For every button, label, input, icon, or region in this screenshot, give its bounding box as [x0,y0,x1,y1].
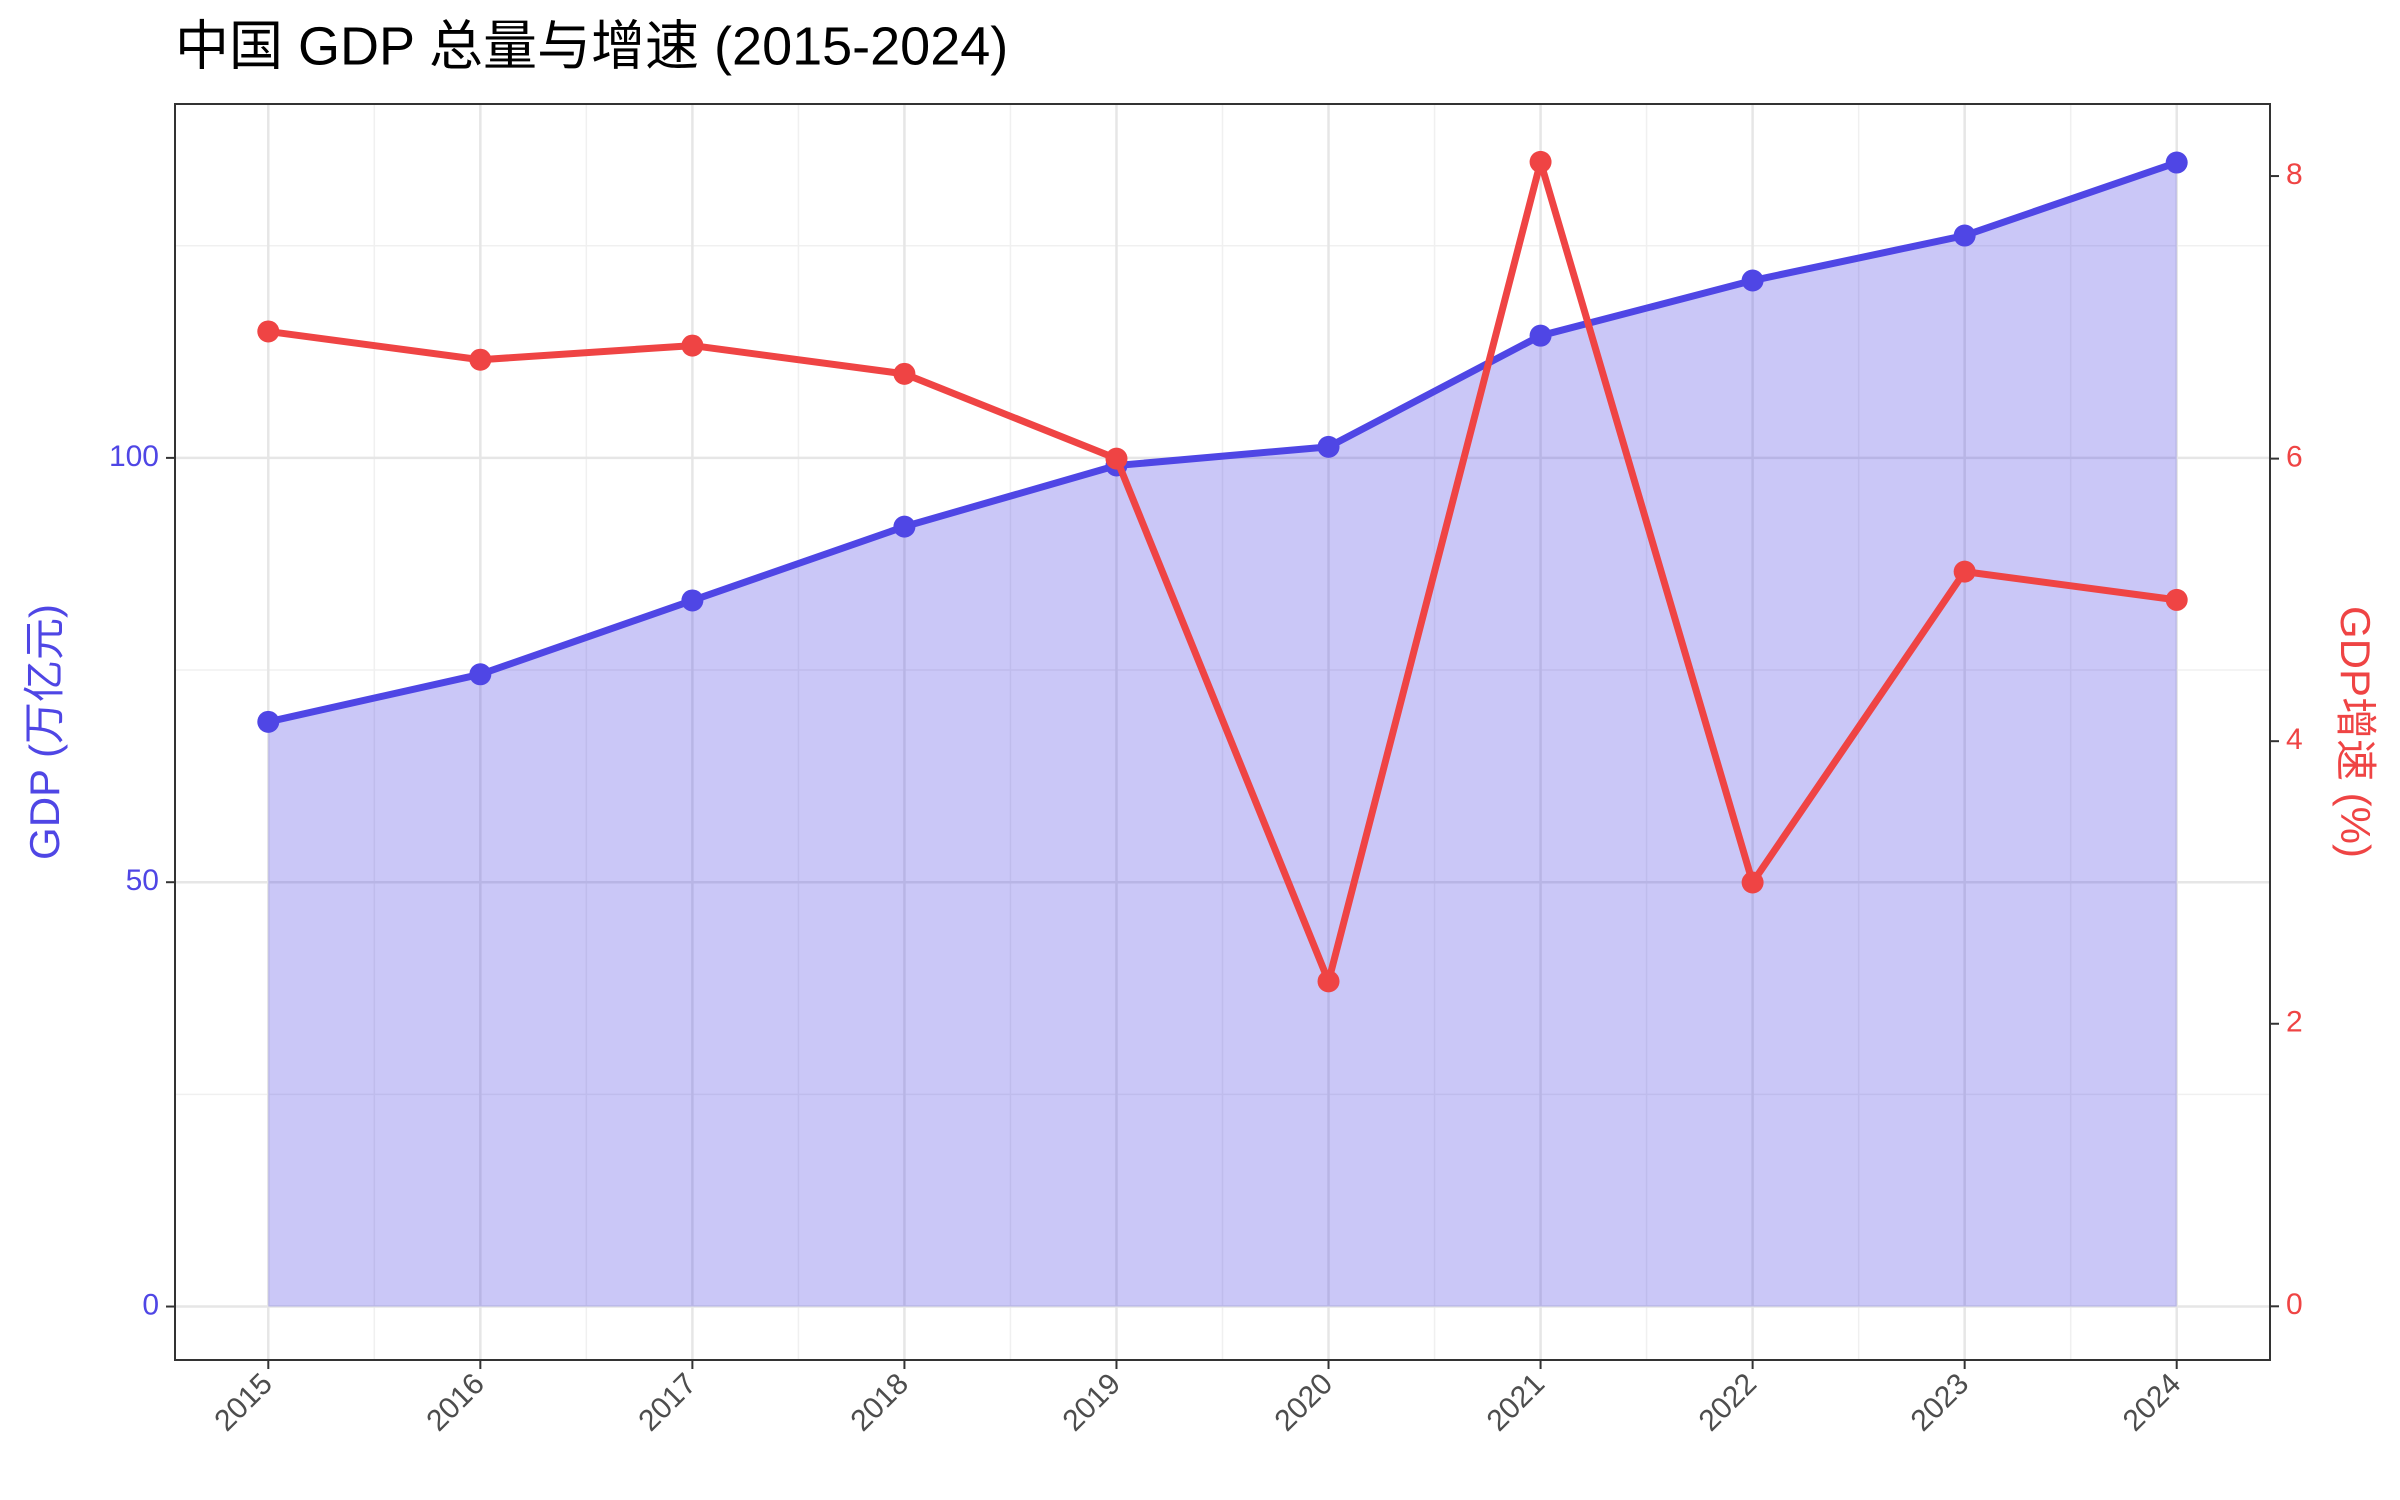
point [681,589,704,612]
point [1953,560,1976,583]
point [681,334,704,357]
point [257,320,280,343]
panel-border [174,103,2271,1361]
point [893,515,916,538]
x-tick-label: 2017 [632,1367,703,1438]
line [267,159,2178,726]
point [2165,151,2188,174]
point [257,710,280,733]
line [267,158,2178,985]
point [1953,224,1976,247]
point [1105,447,1128,470]
y-tick-label: 100 [109,440,159,473]
point [469,348,492,371]
y2-axis-title: GDP增速 (%) [2332,606,2379,858]
x-tick-label: 2018 [844,1367,915,1438]
x-tick-label: 2020 [1269,1367,1340,1438]
y2-tick-label: 0 [2286,1288,2303,1321]
x-tick-label: 2022 [1693,1367,1764,1438]
point [469,663,492,686]
point [1529,324,1552,347]
y2-tick-label: 8 [2286,158,2303,191]
x-tick-label: 2024 [2117,1367,2188,1438]
point [1317,435,1340,458]
y2-tick-label: 2 [2286,1006,2303,1039]
point [1529,150,1552,173]
point [1317,970,1340,993]
x-tick-label: 2016 [420,1367,491,1438]
x-tick-label: 2019 [1056,1367,1127,1438]
point [2165,588,2188,611]
x-tick-label: 2023 [1905,1367,1976,1438]
y2-tick-label: 4 [2286,723,2303,756]
y-axis-title: GDP (万亿元) [21,604,68,860]
point [1741,269,1764,292]
chart-title: 中国 GDP 总量与增速 (2015-2024) [175,16,1008,76]
y2-tick-label: 6 [2286,441,2303,474]
area [268,162,2177,1307]
point [1741,871,1764,894]
y-tick-label: 50 [126,864,159,897]
x-tick-label: 2015 [208,1367,279,1438]
x-tick-label: 2021 [1481,1367,1552,1438]
y-tick-label: 0 [142,1288,159,1321]
point [893,362,916,385]
